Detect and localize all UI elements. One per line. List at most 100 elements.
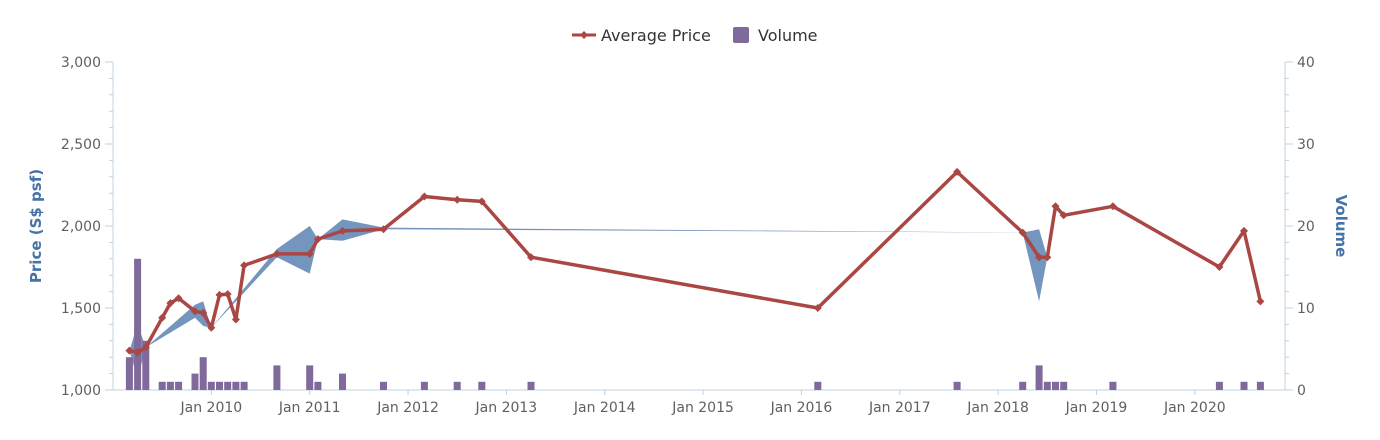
x-tick-label: Jan 2011 xyxy=(278,400,341,416)
x-tick-label: Jan 2016 xyxy=(770,400,833,416)
average-price-layer xyxy=(125,167,1265,357)
price-point[interactable] xyxy=(1035,253,1044,262)
volume-bar[interactable] xyxy=(953,381,961,390)
price-point[interactable] xyxy=(272,249,281,258)
volume-bar[interactable] xyxy=(1109,381,1117,390)
volume-bar[interactable] xyxy=(380,381,387,390)
price-point[interactable] xyxy=(477,197,486,206)
volume-bar[interactable] xyxy=(314,381,322,390)
price-point[interactable] xyxy=(338,226,347,235)
legend-diamond-marker xyxy=(580,31,588,39)
price-point[interactable] xyxy=(174,294,183,303)
legend-volume[interactable]: Volume xyxy=(758,26,818,45)
right-axis: 0 10 20 30 40 Volume xyxy=(1285,55,1350,399)
price-point[interactable] xyxy=(1256,297,1265,306)
volume-bar[interactable] xyxy=(1035,365,1043,390)
volume-bars-layer xyxy=(125,258,1264,390)
volume-bar[interactable] xyxy=(453,381,461,390)
price-point[interactable] xyxy=(191,307,199,316)
volume-bar[interactable] xyxy=(158,381,166,390)
price-point[interactable] xyxy=(199,308,208,317)
volume-bar[interactable] xyxy=(1052,381,1059,390)
volume-bar[interactable] xyxy=(1043,381,1051,390)
x-tick-label: Jan 2020 xyxy=(1163,400,1226,416)
legend: Average Price Volume xyxy=(572,26,818,45)
volume-bar[interactable] xyxy=(1240,381,1248,390)
legend-volume-swatch xyxy=(733,27,749,43)
volume-bar[interactable] xyxy=(199,357,207,390)
legend-average-price[interactable]: Average Price xyxy=(601,26,711,45)
volume-bar[interactable] xyxy=(1060,381,1068,390)
price-point[interactable] xyxy=(223,290,232,299)
volume-bar[interactable] xyxy=(232,381,240,390)
volume-bar[interactable] xyxy=(166,381,174,390)
price-point[interactable] xyxy=(133,348,142,357)
volume-bar[interactable] xyxy=(142,340,150,390)
price-point[interactable] xyxy=(420,192,429,201)
price-point[interactable] xyxy=(158,313,167,322)
left-axis: 1,000 1,500 2,000 2,500 3,000 Price (S$ psf) xyxy=(27,55,113,399)
price-point[interactable] xyxy=(1059,211,1068,220)
plot-area xyxy=(112,62,1286,391)
left-tick-label: 3,000 xyxy=(61,55,101,71)
price-point[interactable] xyxy=(240,261,249,270)
price-point[interactable] xyxy=(1240,226,1248,235)
price-point[interactable] xyxy=(1051,202,1060,211)
volume-bar[interactable] xyxy=(224,381,232,390)
price-point[interactable] xyxy=(215,290,224,299)
volume-bar[interactable] xyxy=(134,258,142,390)
price-point[interactable] xyxy=(207,323,216,332)
volume-bar[interactable] xyxy=(478,381,486,390)
right-tick-label: 0 xyxy=(1297,383,1306,399)
volume-bar[interactable] xyxy=(420,381,428,390)
price-point[interactable] xyxy=(527,253,535,262)
price-point[interactable] xyxy=(141,343,150,352)
right-axis-title: Volume xyxy=(1332,195,1350,258)
volume-bar[interactable] xyxy=(125,357,133,390)
x-tick-label: Jan 2010 xyxy=(180,400,243,416)
x-axis: Jan 2010 Jan 2011 Jan 2012 Jan 2013 Jan 2014… xyxy=(180,390,1226,416)
left-tick-label: 2,000 xyxy=(61,219,101,235)
price-point[interactable] xyxy=(813,304,822,312)
volume-bar[interactable] xyxy=(191,373,199,390)
right-tick-label: 10 xyxy=(1297,301,1315,317)
left-tick-label: 1,000 xyxy=(61,383,101,399)
left-tick-label: 2,500 xyxy=(61,137,101,153)
price-point[interactable] xyxy=(125,346,134,355)
price-point[interactable] xyxy=(453,195,462,204)
price-point[interactable] xyxy=(1043,253,1052,262)
volume-bar[interactable] xyxy=(1215,381,1223,390)
price-point[interactable] xyxy=(166,299,175,308)
volume-bar[interactable] xyxy=(240,381,248,390)
volume-bar[interactable] xyxy=(1019,381,1027,390)
price-point[interactable] xyxy=(313,235,322,244)
volume-bar[interactable] xyxy=(527,381,535,390)
right-tick-label: 40 xyxy=(1297,55,1315,71)
x-tick-label: Jan 2018 xyxy=(966,400,1029,416)
price-point[interactable] xyxy=(1108,202,1117,211)
price-point[interactable] xyxy=(1215,263,1224,271)
x-tick-label: Jan 2014 xyxy=(573,400,636,416)
price-point[interactable] xyxy=(953,167,962,176)
price-point[interactable] xyxy=(305,249,314,258)
x-tick-label: Jan 2017 xyxy=(868,400,931,416)
volume-bar[interactable] xyxy=(216,381,223,390)
volume-bar[interactable] xyxy=(339,373,346,390)
volume-bar[interactable] xyxy=(306,365,314,390)
price-point[interactable] xyxy=(231,315,240,324)
x-tick-label: Jan 2013 xyxy=(475,400,538,416)
right-tick-label: 20 xyxy=(1297,219,1315,235)
left-axis-title: Price (S$ psf) xyxy=(27,169,45,283)
x-tick-label: Jan 2012 xyxy=(376,400,439,416)
volume-bar[interactable] xyxy=(207,381,215,390)
volume-bar[interactable] xyxy=(1256,381,1264,390)
price-point[interactable] xyxy=(379,225,388,234)
x-tick-label: Jan 2019 xyxy=(1065,400,1128,416)
volume-bar[interactable] xyxy=(273,365,281,390)
price-point[interactable] xyxy=(1018,228,1027,237)
volume-bar[interactable] xyxy=(175,381,183,390)
volume-bar[interactable] xyxy=(814,381,822,390)
price-range-layer xyxy=(129,219,1048,379)
